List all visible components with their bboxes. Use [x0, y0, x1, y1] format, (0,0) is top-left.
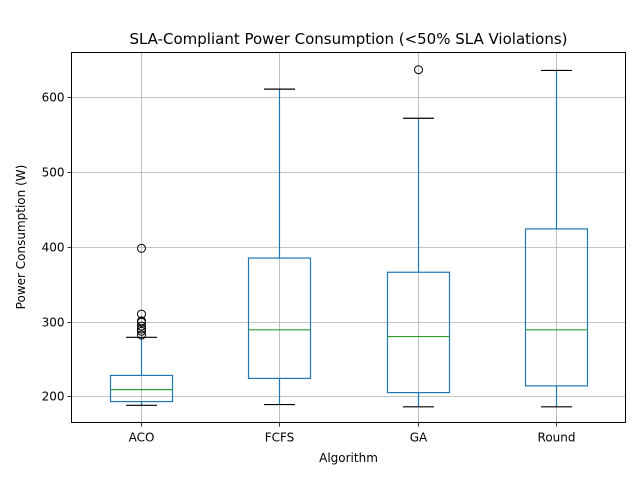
x-axis-label: Algorithm [319, 451, 378, 465]
x-tick-label: Round [538, 431, 576, 445]
box-group-fcfs [247, 88, 312, 406]
outlier-point [137, 309, 146, 319]
box-group-aco [109, 243, 174, 406]
box-group-round [524, 69, 589, 408]
y-tick-label: 500 [42, 166, 65, 180]
axis-ticks: 200 300 400 500 600 ACO FCFS GA Round [42, 91, 576, 445]
y-tick-label: 400 [42, 241, 65, 255]
chart-title: SLA-Compliant Power Consumption (<50% SL… [129, 30, 567, 48]
y-tick-label: 600 [42, 91, 65, 105]
iqr-box [524, 228, 589, 387]
x-tick-label: FCFS [265, 431, 295, 445]
x-tick-label: ACO [129, 431, 155, 445]
outlier-point [137, 316, 146, 326]
box-group-ga [386, 65, 451, 408]
iqr-box [109, 374, 174, 403]
box-marks [109, 65, 589, 408]
outlier-point [137, 330, 146, 340]
y-tick-label: 200 [42, 390, 65, 404]
y-tick-label: 300 [42, 316, 65, 330]
outlier-point [137, 321, 146, 331]
iqr-box [247, 257, 312, 379]
outlier-point [414, 65, 423, 75]
y-axis-label: Power Consumption (W) [14, 165, 28, 310]
x-tick-label: GA [410, 431, 428, 445]
outlier-point [137, 326, 146, 336]
outlier-point [137, 243, 146, 253]
plot-frame [71, 52, 626, 423]
iqr-box [386, 271, 451, 394]
